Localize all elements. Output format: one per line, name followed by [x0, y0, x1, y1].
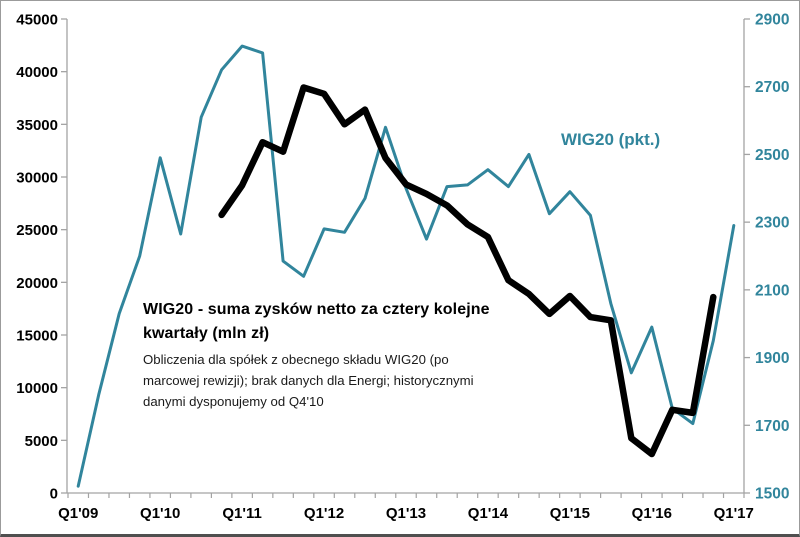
left-axis-tick-label: 10000 [16, 380, 58, 397]
annotation-note: Obliczenia dla spółek z obecnego składu … [143, 352, 474, 410]
profit-series-annotation: WIG20 - suma zysków netto za cztery kole… [143, 298, 527, 412]
left-axis: 0 5000 10000 15000 20000 25000 30000 35000 40000… [16, 12, 67, 503]
x-axis-tick-label: Q1'15 [550, 505, 590, 522]
x-axis-tick-label: Q1'13 [386, 505, 426, 522]
left-axis-tick-label: 0 [50, 486, 58, 503]
right-axis-tick-label: 1700 [755, 418, 789, 435]
series-line-wig20-net-profit [218, 84, 717, 458]
left-axis-tick-label: 15000 [16, 328, 58, 345]
left-axis-tick-label: 25000 [16, 222, 58, 239]
x-axis-tick-label: Q1'14 [468, 505, 509, 522]
x-axis-tick-label: Q1'09 [58, 505, 98, 522]
right-axis-tick-label: 2300 [755, 215, 789, 232]
axes [66, 19, 745, 494]
annotation-title: WIG20 - suma zysków netto za cztery kole… [143, 301, 490, 342]
left-axis-tick-label: 40000 [16, 64, 58, 81]
right-axis-tick-label: 2700 [755, 79, 789, 96]
x-axis-tick-label: Q1'12 [304, 505, 344, 522]
left-axis-tick-label: 45000 [16, 12, 58, 29]
right-axis: 1500 1700 1900 2100 2300 2500 2700 2900 [744, 12, 789, 503]
series-line-wig20-points [76, 44, 736, 488]
right-axis-tick-label: 1500 [755, 486, 789, 503]
wig20-points-series-label: WIG20 (pkt.) [561, 130, 661, 149]
right-axis-tick-label: 1900 [755, 350, 789, 367]
left-axis-tick-label: 35000 [16, 117, 58, 134]
right-axis-tick-label: 2100 [755, 282, 789, 299]
x-axis: Q1'09 Q1'10 Q1'11 Q1'12 Q1'13 Q1'14 Q1'15 Q1'16… [58, 493, 754, 522]
x-axis-tick-label: Q1'11 [222, 505, 261, 522]
x-axis-tick-label: Q1'10 [140, 505, 180, 522]
x-axis-tick-label: Q1'16 [632, 505, 672, 522]
x-axis-tick-label: Q1'17 [714, 505, 754, 522]
left-axis-tick-label: 20000 [16, 275, 58, 292]
right-axis-tick-label: 2900 [755, 12, 789, 29]
left-axis-tick-label: 5000 [25, 433, 58, 450]
right-axis-tick-label: 2500 [755, 147, 789, 164]
left-axis-tick-label: 30000 [16, 170, 58, 187]
